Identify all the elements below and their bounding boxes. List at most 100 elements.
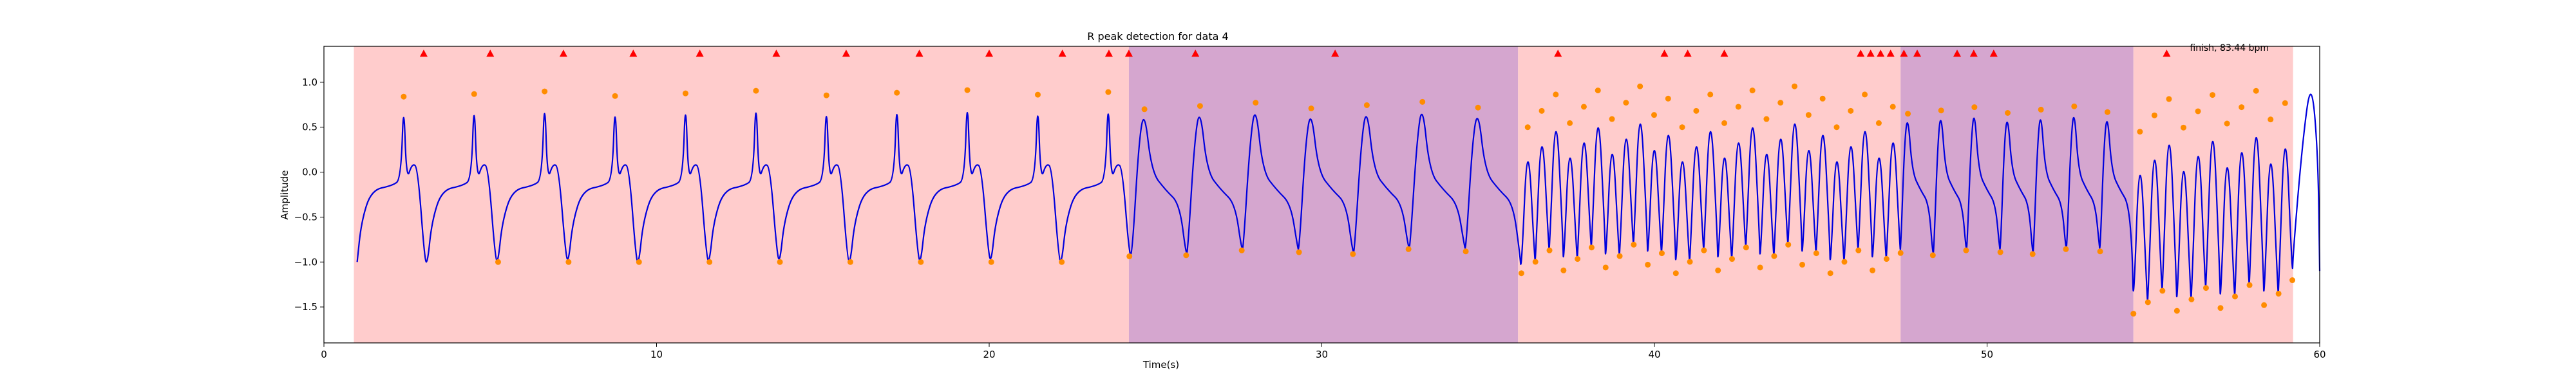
detected-trough-point xyxy=(1771,253,1777,259)
detected-peak-point xyxy=(1905,111,1911,117)
r-peak-marker xyxy=(2163,50,2171,57)
detected-trough-point xyxy=(1575,256,1581,262)
x-axis-label: Time(s) xyxy=(1142,359,1179,371)
r-peak-marker xyxy=(1660,50,1669,57)
detected-trough-point xyxy=(1855,247,1862,253)
detected-peak-point xyxy=(2005,110,2011,116)
detected-trough-point xyxy=(1963,247,1969,253)
detected-trough-point xyxy=(2275,290,2282,297)
r-peak-marker xyxy=(1104,50,1113,57)
detected-trough-point xyxy=(1701,247,1707,253)
detected-peak-point xyxy=(401,93,407,100)
detected-trough-point xyxy=(1631,241,1637,248)
detected-trough-point xyxy=(706,259,713,265)
r-peak-marker xyxy=(1913,50,1922,57)
detected-peak-point xyxy=(2137,129,2143,135)
detected-trough-point xyxy=(1126,253,1133,259)
r-peak-marker xyxy=(1886,50,1895,57)
detected-peak-point xyxy=(1763,116,1770,122)
detected-peak-point xyxy=(1253,100,1259,106)
r-peak-marker xyxy=(842,50,850,57)
detected-peak-point xyxy=(1637,83,1643,89)
detected-trough-point xyxy=(1518,270,1524,277)
detected-peak-point xyxy=(1693,107,1700,114)
plot-area xyxy=(354,46,2321,343)
signal-layer xyxy=(356,93,2321,302)
y-axis-ticks: −1.5 −1.0 −0.5 0.0 0.5 1.0 xyxy=(294,77,324,313)
detected-peak-point xyxy=(1595,87,1601,94)
detected-trough-point xyxy=(565,259,572,265)
chart-title: R peak detection for data 4 xyxy=(1087,30,1228,42)
detected-peak-point xyxy=(1308,106,1314,112)
detected-peak-point xyxy=(2210,92,2216,98)
y-tick-label: −0.5 xyxy=(294,211,317,223)
detected-trough-point xyxy=(1296,249,1302,255)
r-peak-markers xyxy=(419,50,2171,57)
r-peak-marker xyxy=(1683,50,1692,57)
detected-peak-point xyxy=(753,87,759,94)
detected-trough-point xyxy=(918,259,924,265)
detected-peak-point xyxy=(823,92,829,98)
detected-trough-point xyxy=(1183,252,1189,259)
r-peak-marker xyxy=(486,50,495,57)
r-peak-marker xyxy=(1191,50,1200,57)
y-tick-label: 0.5 xyxy=(302,122,317,133)
detected-trough-point xyxy=(1897,250,1904,256)
y-axis-label: Amplitude xyxy=(279,170,290,220)
detected-trough-point xyxy=(1785,241,1792,248)
highlight-region-2 xyxy=(1128,46,1519,343)
detected-peak-point xyxy=(1553,91,1559,98)
detected-peaks xyxy=(401,83,2296,317)
x-tick-label: 20 xyxy=(983,349,995,360)
detected-peak-point xyxy=(1938,107,1944,114)
r-peak-marker xyxy=(419,50,428,57)
x-tick-label: 60 xyxy=(2313,349,2325,360)
r-peak-marker xyxy=(1969,50,1978,57)
detected-trough-point xyxy=(1672,270,1679,277)
r-peak-marker xyxy=(696,50,704,57)
detected-trough-point xyxy=(2174,308,2180,314)
detected-trough-point xyxy=(1602,264,1609,271)
x-tick-label: 40 xyxy=(1648,349,1660,360)
detected-trough-point xyxy=(1645,261,1651,268)
detected-trough-point xyxy=(847,259,853,265)
detected-peak-point xyxy=(1419,98,1426,105)
detected-trough-point xyxy=(2097,248,2103,255)
detected-peak-point xyxy=(2282,100,2288,106)
detected-trough-point xyxy=(1997,249,2003,255)
y-tick-label: 0.0 xyxy=(302,167,317,178)
detected-peak-point xyxy=(1197,103,1203,109)
detected-trough-point xyxy=(1743,244,1749,251)
detected-peak-point xyxy=(2253,87,2259,94)
highlight-region-1 xyxy=(354,46,1129,343)
detected-trough-point xyxy=(2202,285,2209,291)
detected-peak-point xyxy=(1819,95,1826,102)
detected-trough-point xyxy=(1813,250,1819,257)
detected-trough-point xyxy=(1827,270,1833,277)
r-peak-marker xyxy=(559,50,567,57)
detected-peak-point xyxy=(2268,116,2274,123)
x-tick-label: 10 xyxy=(650,349,663,360)
r-peak-marker xyxy=(915,50,923,57)
detected-trough-point xyxy=(2188,296,2195,302)
x-tick-label: 30 xyxy=(1316,349,1328,360)
detected-peak-point xyxy=(1721,120,1728,126)
detected-trough-point xyxy=(1588,244,1595,251)
r-peak-marker xyxy=(1877,50,1885,57)
detected-trough-point xyxy=(1870,267,1876,273)
detected-peak-point xyxy=(1623,100,1629,106)
detected-peak-point xyxy=(1862,91,1868,98)
detected-peak-point xyxy=(1665,95,1671,102)
detected-trough-point xyxy=(2029,251,2036,257)
detected-peak-point xyxy=(894,89,900,96)
x-tick-label: 50 xyxy=(1981,349,1993,360)
detected-peak-point xyxy=(1580,104,1587,110)
detected-peak-point xyxy=(542,88,548,95)
detected-trough-point xyxy=(1463,248,1469,255)
r-peak-marker xyxy=(1331,50,1340,57)
detected-peak-point xyxy=(1749,87,1756,94)
detected-trough-point xyxy=(2246,282,2253,288)
detected-trough-point xyxy=(1715,267,1721,273)
detected-peak-point xyxy=(1971,104,1978,111)
detected-peak-point xyxy=(1679,124,1685,131)
